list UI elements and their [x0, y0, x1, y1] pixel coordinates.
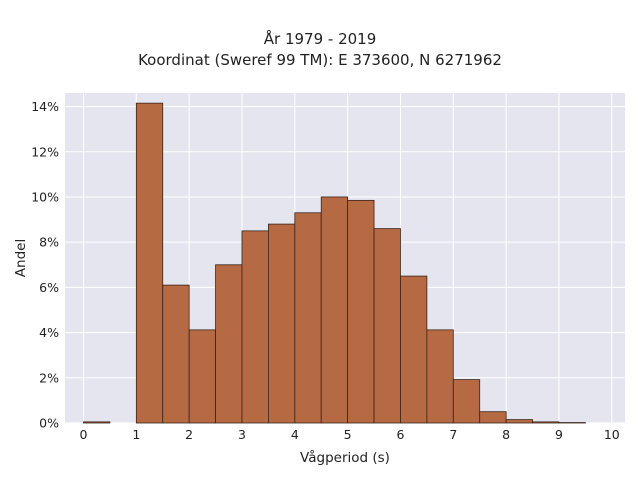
histogram-bar	[267, 223, 296, 424]
chart-title-line-1: År 1979 - 2019	[263, 30, 377, 48]
x-tick-label: 6	[396, 427, 404, 442]
histogram-bar	[400, 275, 428, 424]
x-tick-label: 1	[132, 427, 140, 442]
x-tick-label: 10	[604, 427, 620, 442]
y-tick-label: 14%	[31, 99, 59, 114]
histogram-bar	[347, 199, 375, 424]
y-tick-label: 6%	[39, 280, 59, 295]
histogram-bar	[188, 329, 216, 424]
y-tick-label: 2%	[39, 370, 59, 385]
y-tick-label: 0%	[39, 416, 59, 431]
y-tick-label: 12%	[31, 144, 59, 159]
histogram-bar	[479, 411, 507, 424]
y-tick-labels: 0% 2% 4% 6% 8% 10% 12% 14%	[31, 99, 59, 430]
x-tick-label: 4	[291, 427, 299, 442]
x-tick-label: 5	[344, 427, 352, 442]
histogram-bar	[135, 102, 164, 424]
y-tick-label: 8%	[39, 235, 59, 250]
chart-title-line-2: Koordinat (Sweref 99 TM): E 373600, N 62…	[138, 51, 502, 69]
histogram-bar	[452, 379, 481, 424]
histogram-bar	[294, 212, 322, 424]
histogram-bar	[532, 421, 560, 424]
y-axis-label: Andel	[13, 239, 29, 277]
histogram-bar	[426, 329, 454, 424]
histogram-bar	[162, 284, 190, 424]
histogram-bar	[83, 421, 111, 424]
x-tick-label: 0	[80, 427, 88, 442]
y-tick-label: 10%	[31, 189, 59, 204]
x-tick-label: 7	[449, 427, 457, 442]
histogram-bar	[241, 230, 269, 424]
x-tick-label: 2	[185, 427, 193, 442]
x-tick-label: 3	[238, 427, 246, 442]
x-axis-label: Vågperiod (s)	[300, 449, 390, 466]
histogram-bar	[215, 264, 243, 424]
bars	[83, 102, 586, 424]
y-tick-label: 4%	[39, 325, 59, 340]
histogram-bar	[373, 228, 401, 424]
x-tick-label: 9	[555, 427, 563, 442]
histogram-bar	[505, 419, 533, 424]
x-tick-label: 8	[502, 427, 510, 442]
histogram-bar	[320, 196, 349, 424]
x-tick-labels: 0 1 2 3 4 5 6 7 8 9 10	[80, 427, 620, 442]
